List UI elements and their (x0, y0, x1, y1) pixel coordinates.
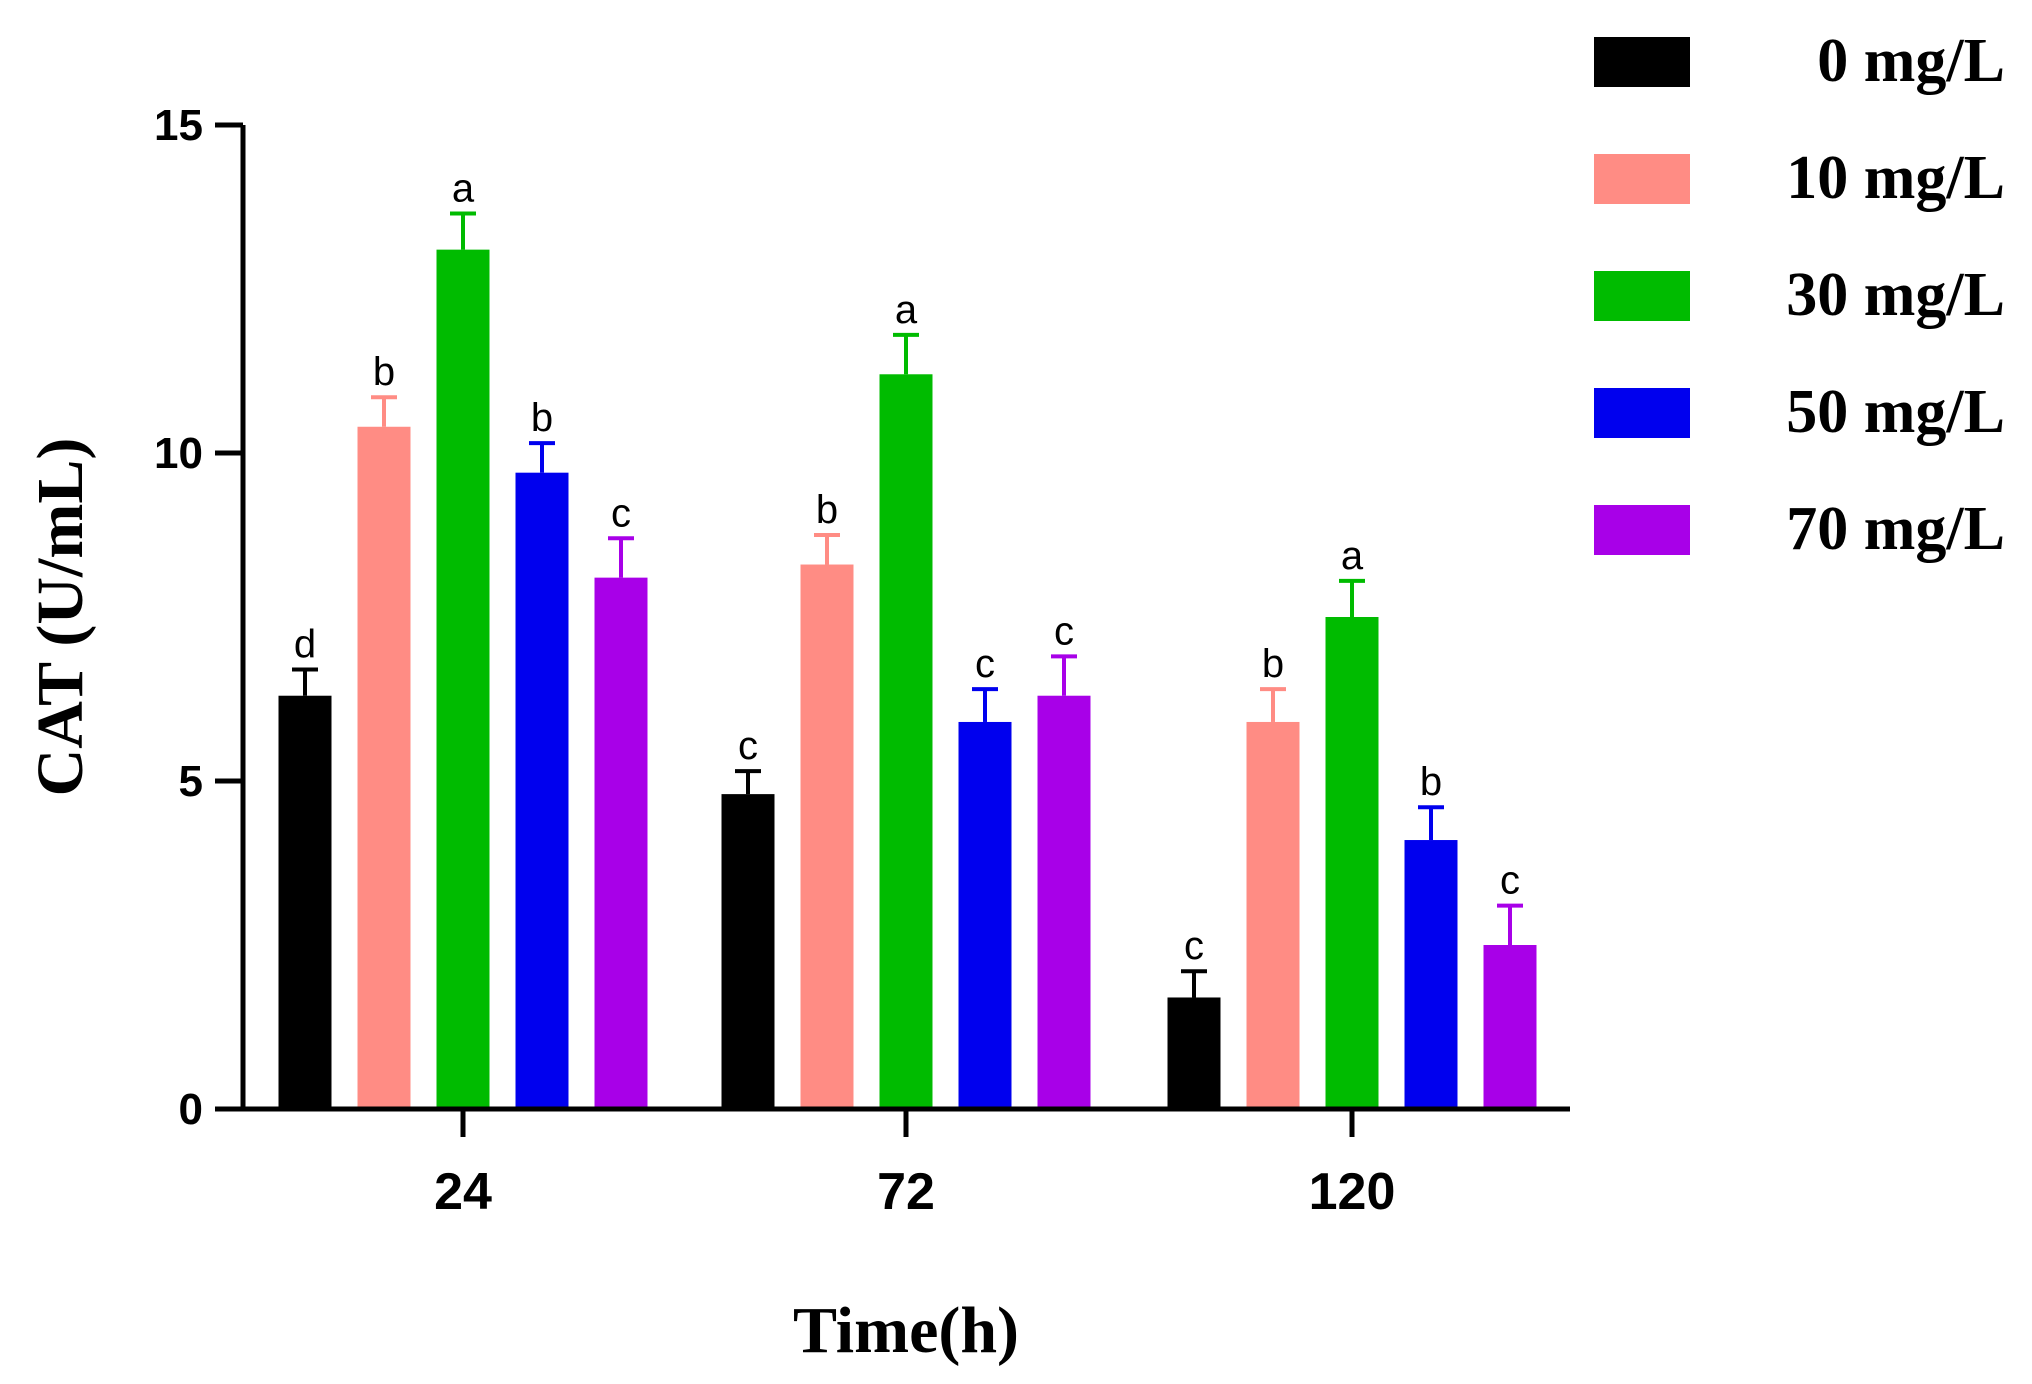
bar (357, 426, 411, 1109)
bar (879, 374, 933, 1109)
bar (1246, 721, 1300, 1109)
bar (1325, 617, 1379, 1109)
legend-swatch (1594, 154, 1690, 204)
bars-group (278, 249, 1537, 1109)
y-ticks-group: 0 5 10 15 (154, 101, 243, 1134)
y-tick-label: 5 (179, 757, 203, 806)
y-tick-label: 0 (179, 1085, 203, 1134)
legend-swatch (1594, 37, 1690, 87)
significance-label: c (738, 724, 758, 768)
legend-swatch (1594, 271, 1690, 321)
bar (1483, 945, 1537, 1109)
x-tick-label: 72 (877, 1163, 935, 1221)
significance-label: b (373, 350, 395, 394)
significance-label: a (452, 167, 475, 211)
bar (1167, 997, 1221, 1109)
bar (436, 249, 490, 1109)
significance-label: a (895, 288, 918, 332)
bar (515, 472, 569, 1109)
significance-label: b (816, 488, 838, 532)
x-ticks-group: 24 72 120 (434, 1109, 1395, 1221)
bar (1404, 840, 1458, 1109)
x-tick-label: 24 (434, 1163, 492, 1221)
legend-label: 10 mg/L (1786, 144, 2005, 212)
legend-label: 0 mg/L (1817, 27, 2005, 95)
bar (800, 564, 854, 1109)
bar (721, 794, 775, 1109)
legend-label: 70 mg/L (1786, 495, 2005, 563)
significance-labels-group: d c c b b b a a a b c b c c c (294, 167, 1520, 969)
significance-label: c (1054, 609, 1074, 653)
legend-label: 50 mg/L (1786, 378, 2005, 446)
significance-label: a (1341, 534, 1364, 578)
significance-label: c (611, 491, 631, 535)
significance-label: c (1500, 859, 1520, 903)
bar (1037, 695, 1091, 1109)
x-axis-title: Time(h) (793, 1294, 1019, 1367)
significance-label: d (294, 622, 316, 666)
significance-label: b (1420, 760, 1442, 804)
legend-swatch (1594, 505, 1690, 555)
bar (594, 577, 648, 1109)
legend: 0 mg/L 10 mg/L 30 mg/L 50 mg/L 70 mg/L (1594, 27, 2005, 563)
bar (958, 721, 1012, 1109)
significance-label: c (1184, 924, 1204, 968)
significance-label: c (975, 642, 995, 686)
x-tick-label: 120 (1309, 1163, 1396, 1221)
legend-label: 30 mg/L (1786, 261, 2005, 329)
y-tick-label: 15 (154, 101, 203, 150)
legend-swatch (1594, 388, 1690, 438)
y-axis-title: CAT (U/mL) (24, 438, 97, 797)
significance-label: b (1262, 642, 1284, 686)
bar (278, 695, 332, 1109)
error-bars-group (292, 211, 1523, 998)
y-tick-label: 10 (154, 429, 203, 478)
significance-label: b (531, 396, 553, 440)
